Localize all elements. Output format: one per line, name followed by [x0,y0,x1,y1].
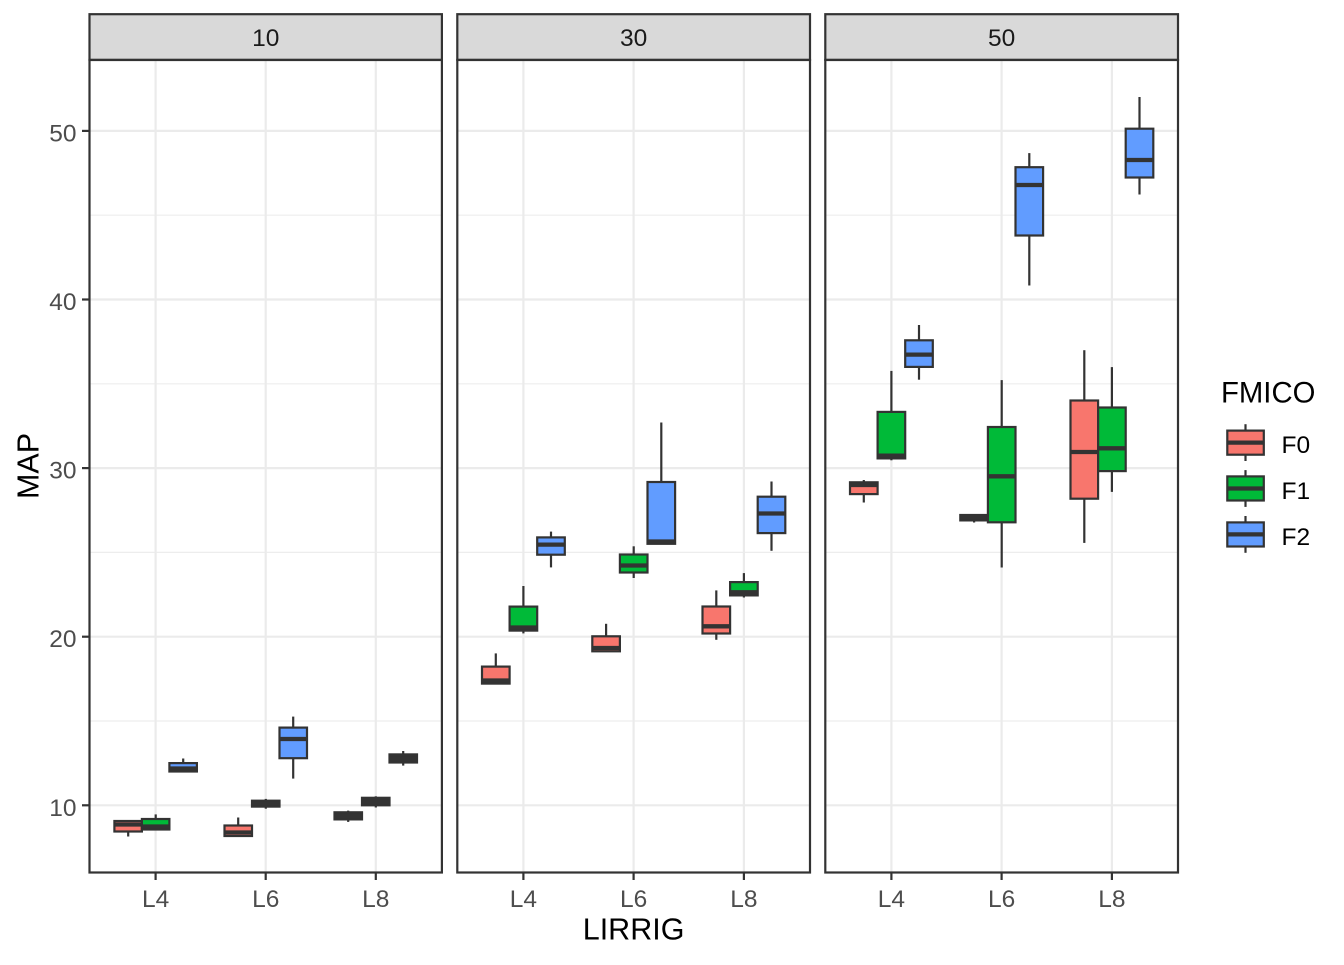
svg-text:10: 10 [49,795,76,822]
svg-text:10: 10 [252,25,279,52]
svg-text:L6: L6 [252,886,279,913]
svg-text:30: 30 [49,458,76,485]
svg-text:L4: L4 [142,886,169,913]
svg-text:F0: F0 [1282,432,1311,459]
svg-text:F1: F1 [1282,478,1311,505]
svg-text:L8: L8 [1098,886,1125,913]
svg-text:L4: L4 [878,886,905,913]
svg-text:L8: L8 [362,886,389,913]
svg-text:50: 50 [988,25,1015,52]
svg-text:MAP: MAP [11,433,45,499]
svg-text:LIRRIG: LIRRIG [583,913,685,947]
svg-text:L8: L8 [730,886,757,913]
svg-text:40: 40 [49,289,76,316]
svg-text:L6: L6 [620,886,647,913]
svg-text:50: 50 [49,120,76,147]
svg-text:30: 30 [620,25,647,52]
svg-text:FMICO: FMICO [1221,377,1315,410]
svg-text:L4: L4 [510,886,537,913]
svg-text:F2: F2 [1282,524,1311,551]
svg-text:L6: L6 [988,886,1015,913]
svg-text:20: 20 [49,626,76,653]
